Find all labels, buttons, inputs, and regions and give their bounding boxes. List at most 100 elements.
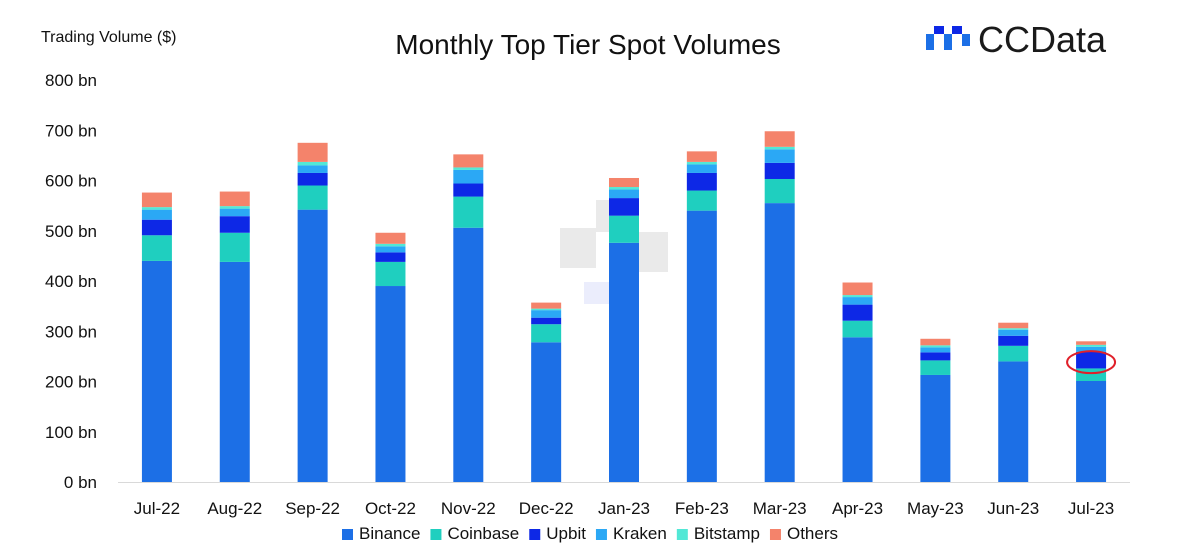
bar-upbit-nov-22	[453, 183, 484, 197]
y-axis-label: Trading Volume ($)	[41, 29, 176, 46]
bar-binance-jan-23	[609, 242, 639, 482]
x-tick-label: Nov-22	[441, 499, 496, 518]
bar-bitstamp-may-23	[920, 345, 951, 348]
legend-swatch	[595, 529, 607, 540]
bar-coinbase-feb-23	[686, 190, 717, 211]
highlight-ellipse	[1066, 350, 1117, 375]
bar-coinbase-jan-23	[609, 215, 639, 243]
bar-kraken-jul-23	[1076, 346, 1107, 352]
y-tick-label: 600 bn	[45, 172, 97, 191]
bar-bitstamp-jul-22	[141, 207, 172, 210]
bar-binance-jul-22	[141, 260, 172, 482]
bar-binance-nov-22	[453, 227, 484, 482]
x-tick-label: Sep-22	[285, 499, 340, 518]
bar-upbit-jul-23	[1076, 351, 1107, 369]
bar-binance-mar-23	[764, 203, 795, 483]
x-tick-label: Aug-22	[207, 499, 262, 518]
legend-label: Upbit	[546, 524, 586, 543]
bar-upbit-jul-22	[141, 219, 172, 236]
legend-swatch	[529, 529, 541, 540]
bar-upbit-jan-23	[609, 198, 639, 216]
bar-upbit-may-23	[920, 352, 951, 361]
bar-coinbase-nov-22	[453, 196, 484, 228]
legend-swatch	[769, 529, 781, 540]
legend-label: Bitstamp	[694, 524, 760, 543]
legend-item-bitstamp: Bitstamp	[676, 524, 760, 543]
legend-swatch	[430, 529, 442, 540]
bar-bitstamp-oct-22	[375, 243, 406, 247]
bar-kraken-dec-22	[531, 310, 562, 318]
bar-bitstamp-aug-22	[219, 206, 250, 209]
bar-others-jan-23	[609, 177, 639, 188]
bar-coinbase-may-23	[920, 360, 951, 375]
y-axis: 0 bn 100 bn 200 bn 300 bn 400 bn 500 bn 600 bn…	[45, 71, 97, 492]
bar-upbit-dec-22	[531, 317, 562, 325]
bar-bitstamp-nov-22	[453, 167, 484, 170]
bar-upbit-sep-22	[297, 172, 328, 186]
bar-bitstamp-sep-22	[297, 161, 328, 166]
bar-bitstamp-jul-23	[1076, 344, 1107, 347]
bar-bitstamp-dec-22	[531, 308, 562, 311]
bar-coinbase-apr-23	[842, 320, 873, 338]
bar-coinbase-dec-22	[531, 324, 562, 343]
bar-kraken-jun-23	[998, 329, 1029, 336]
bar-bitstamp-feb-23	[686, 161, 717, 165]
bar-upbit-feb-23	[686, 172, 717, 191]
legend-label: Binance	[359, 524, 420, 543]
legend-swatch	[676, 529, 688, 540]
ccdata-logo-text: CCData	[978, 19, 1107, 60]
bar-binance-aug-22	[219, 261, 250, 482]
bar-kraken-feb-23	[686, 164, 717, 173]
bar-others-sep-22	[297, 142, 328, 162]
x-tick-label: Apr-23	[832, 499, 883, 518]
bar-upbit-aug-22	[219, 216, 250, 233]
bar-coinbase-jun-23	[998, 345, 1029, 362]
bar-upbit-oct-22	[375, 252, 406, 262]
bar-kraken-oct-22	[375, 246, 406, 253]
x-tick-label: Feb-23	[675, 499, 729, 518]
bar-bitstamp-jun-23	[998, 328, 1029, 330]
legend-label: Coinbase	[447, 524, 519, 543]
bar-kraken-aug-22	[219, 208, 250, 217]
x-tick-label: May-23	[907, 499, 964, 518]
x-tick-label: Jan-23	[598, 499, 650, 518]
bar-others-jul-23	[1076, 341, 1107, 345]
x-tick-label: Jul-22	[134, 499, 180, 518]
bar-binance-jul-23	[1076, 380, 1107, 482]
legend-item-binance: Binance	[342, 524, 420, 543]
bar-upbit-jun-23	[998, 335, 1029, 346]
bar-kraken-jan-23	[609, 189, 639, 199]
bar-binance-oct-22	[375, 286, 406, 482]
y-tick-label: 0 bn	[64, 473, 97, 492]
legend-label: Kraken	[613, 524, 667, 543]
legend-item-upbit: Upbit	[529, 524, 586, 543]
bar-others-dec-22	[531, 302, 562, 309]
y-tick-label: 800 bn	[45, 71, 97, 90]
bar-kraken-nov-22	[453, 169, 484, 184]
bar-upbit-mar-23	[764, 162, 795, 179]
bar-others-mar-23	[764, 131, 795, 147]
bar-coinbase-aug-22	[219, 232, 250, 262]
bar-others-aug-22	[219, 191, 250, 207]
y-tick-label: 400 bn	[45, 272, 97, 291]
y-tick-label: 200 bn	[45, 373, 97, 392]
bar-coinbase-mar-23	[764, 178, 795, 204]
x-tick-label: Dec-22	[519, 499, 574, 518]
x-tick-label: Jun-23	[987, 499, 1039, 518]
bar-others-feb-23	[686, 151, 717, 162]
x-tick-label: Mar-23	[753, 499, 807, 518]
bar-kraken-apr-23	[842, 297, 873, 305]
ccdata-logo-icon	[926, 26, 970, 50]
legend-item-coinbase: Coinbase	[430, 524, 519, 543]
y-tick-label: 500 bn	[45, 222, 97, 241]
annotation	[1066, 350, 1117, 375]
bar-upbit-apr-23	[842, 304, 873, 321]
bar-kraken-sep-22	[297, 165, 328, 173]
bar-binance-sep-22	[297, 209, 328, 482]
bar-bitstamp-apr-23	[842, 295, 873, 298]
bar-binance-may-23	[920, 374, 951, 482]
bars	[141, 131, 1107, 483]
bar-binance-apr-23	[842, 337, 873, 482]
bar-others-jul-22	[141, 192, 172, 208]
bar-binance-dec-22	[531, 342, 562, 482]
